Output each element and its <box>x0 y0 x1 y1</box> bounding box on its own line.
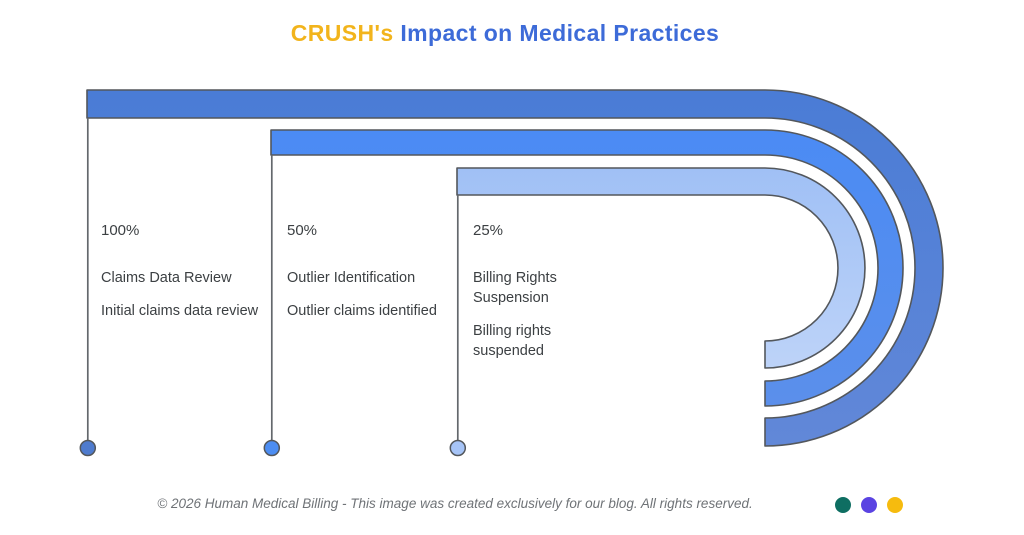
stage-marker <box>79 439 97 457</box>
funnel-band <box>270 129 904 407</box>
stage-description: Initial claims data review <box>101 303 259 319</box>
brand-dot-purple <box>861 497 877 513</box>
stage-marker <box>449 439 467 457</box>
stage-column-claims-data-review: 100% Claims Data Review Initial claims d… <box>101 221 266 321</box>
stage-column-billing-rights-suspension: 25% Billing Rights Suspension Billing ri… <box>473 221 591 361</box>
stage-marker <box>263 439 281 457</box>
stage-label: Billing Rights Suspension <box>473 270 557 306</box>
brand-dots <box>835 497 903 513</box>
stage-percent: 50% <box>287 222 318 239</box>
funnel-band <box>456 167 866 369</box>
stage-description: Billing rights suspended <box>473 323 552 359</box>
stage-description: Outlier claims identified <box>287 303 437 319</box>
page-title: CRUSH's Impact on Medical Practices <box>0 20 1010 47</box>
stage-label: Claims Data Review <box>101 270 232 286</box>
page-title-highlight: CRUSH's <box>290 20 394 46</box>
stage-percent: 25% <box>473 222 504 239</box>
stage-label: Outlier Identification <box>287 270 416 286</box>
copyright-notice: © 2026 Human Medical Billing - This imag… <box>157 496 753 511</box>
stage-column-outlier-identification: 50% Outlier Identification Outlier claim… <box>287 221 452 321</box>
brand-dot-yellow <box>887 497 903 513</box>
page-title-rest: Impact on Medical Practices <box>393 20 720 46</box>
stage-percent: 100% <box>101 222 140 239</box>
funnel-band <box>86 89 944 447</box>
brand-dot-teal <box>835 497 851 513</box>
